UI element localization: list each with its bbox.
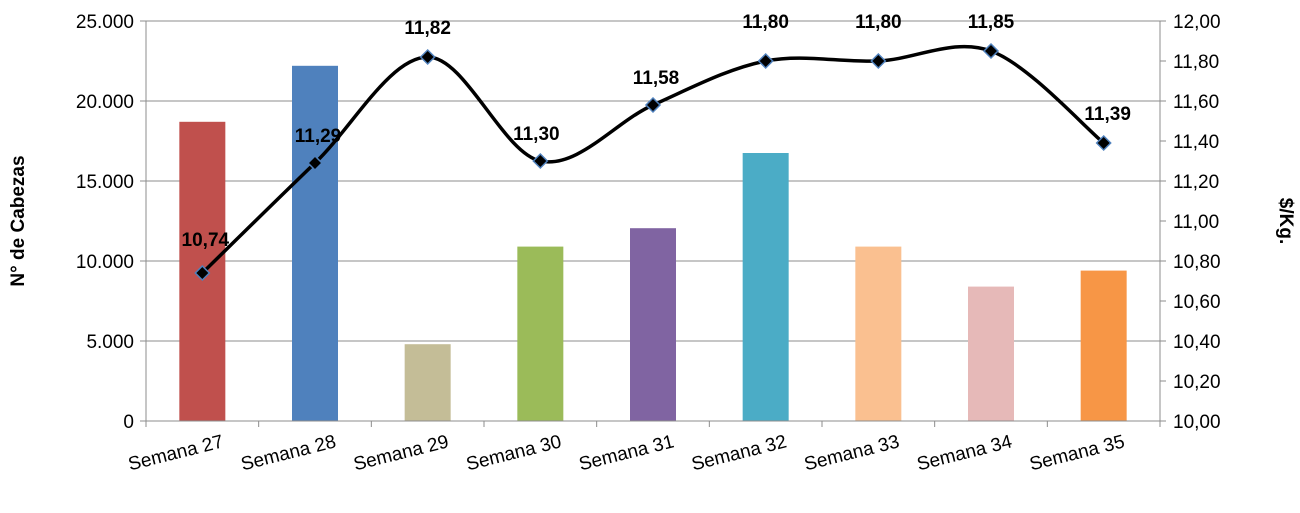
price-data-label: 11,29 bbox=[295, 126, 342, 147]
bar bbox=[742, 153, 789, 421]
price-marker bbox=[644, 96, 662, 114]
price-data-label: 11,39 bbox=[1084, 104, 1131, 125]
price-line bbox=[201, 44, 1105, 275]
price-marker bbox=[194, 264, 211, 282]
price-marker bbox=[982, 42, 1000, 60]
category-label: Semana 32 bbox=[689, 431, 788, 475]
left-tick-label: 0 bbox=[123, 412, 134, 433]
left-tick-label: 25.000 bbox=[76, 12, 134, 33]
price-data-label: 11,80 bbox=[742, 12, 789, 33]
price-marker bbox=[419, 48, 436, 66]
category-label: Semana 31 bbox=[577, 431, 676, 475]
right-tick-label: 12,00 bbox=[1173, 12, 1221, 33]
category-label: Semana 35 bbox=[1027, 431, 1126, 475]
right-tick-label: 10,00 bbox=[1173, 412, 1221, 433]
bar bbox=[855, 246, 902, 421]
left-tick-label: 15.000 bbox=[76, 172, 134, 193]
right-tick-label: 11,40 bbox=[1173, 132, 1219, 153]
price-line-series bbox=[194, 42, 1112, 282]
left-tick-label: 20.000 bbox=[76, 92, 134, 113]
data-labels: 10,74 11,29 11,82 11,30 11,58 11,80 11,80 11,85… bbox=[182, 12, 1131, 251]
price-data-label: 11,82 bbox=[404, 18, 451, 39]
price-marker bbox=[870, 52, 887, 70]
price-marker bbox=[1095, 134, 1112, 152]
bar bbox=[292, 65, 338, 422]
right-tick-label: 10,80 bbox=[1173, 252, 1221, 273]
right-tick-label: 11,00 bbox=[1173, 212, 1219, 233]
category-label: Semana 28 bbox=[239, 431, 338, 475]
category-label: Semana 33 bbox=[802, 431, 901, 475]
bar bbox=[404, 344, 451, 421]
price-data-label: 11,30 bbox=[513, 124, 560, 145]
price-marker bbox=[757, 52, 774, 70]
left-axis-title: N° de Cabezas bbox=[8, 155, 29, 286]
bar bbox=[630, 228, 676, 421]
left-tick-label: 10.000 bbox=[76, 252, 134, 273]
right-tick-label: 11,60 bbox=[1173, 92, 1219, 113]
right-tick-label: 11,20 bbox=[1173, 172, 1219, 193]
price-data-label: 10,74 bbox=[182, 230, 230, 251]
price-data-label: 11,80 bbox=[855, 12, 902, 33]
right-tick-label: 10,40 bbox=[1173, 332, 1221, 353]
category-label: Semana 34 bbox=[915, 431, 1015, 475]
right-tick-label: 10,20 bbox=[1173, 372, 1221, 393]
category-label: Semana 27 bbox=[126, 431, 225, 475]
category-label: Semana 29 bbox=[351, 431, 450, 475]
left-tick-label: 5.000 bbox=[86, 332, 134, 353]
right-axis-title: $/Kg. bbox=[1275, 198, 1296, 244]
bar bbox=[1080, 270, 1127, 421]
price-marker bbox=[532, 152, 549, 170]
right-tick-label: 11,80 bbox=[1173, 52, 1219, 73]
bar bbox=[517, 246, 564, 421]
price-data-label: 11,58 bbox=[633, 68, 680, 89]
category-label: Semana 30 bbox=[464, 431, 563, 475]
price-data-label: 11,85 bbox=[968, 12, 1015, 33]
right-tick-label: 10,60 bbox=[1173, 292, 1221, 313]
bar bbox=[968, 286, 1014, 421]
bar-series bbox=[179, 65, 1127, 422]
price-marker bbox=[306, 154, 324, 172]
